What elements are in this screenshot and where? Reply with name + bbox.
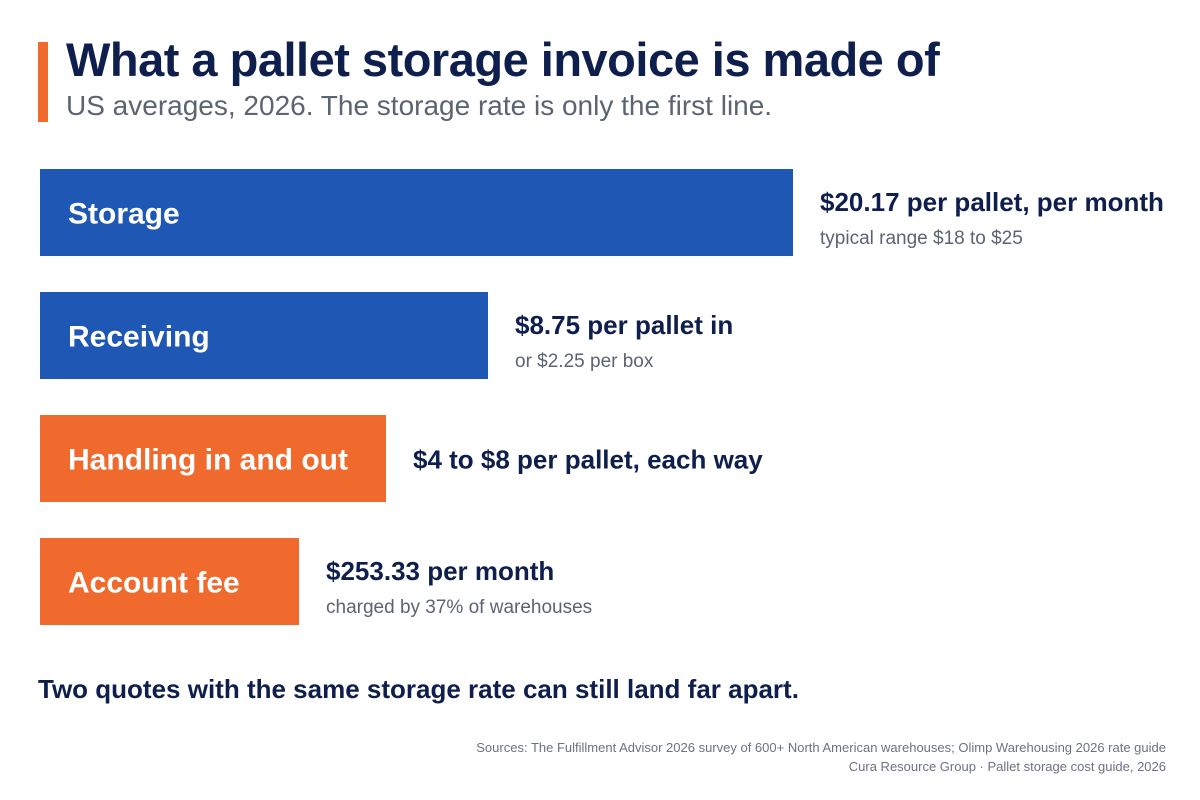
takeaway-text: Two quotes with the same storage rate ca… [38, 674, 799, 704]
bar-receiving [40, 292, 488, 379]
bar-value-label-account-fee: $253.33 per month [326, 556, 554, 586]
bar-value-label-receiving: $8.75 per pallet in [515, 310, 733, 340]
sources-line-1: Sources: The Fulfillment Advisor 2026 su… [476, 740, 1166, 755]
bar-detail-label-receiving: or $2.25 per box [515, 351, 654, 372]
bar-value-label-storage: $20.17 per pallet, per month [820, 187, 1164, 217]
bar-value-label-handling-in-and-out: $4 to $8 per pallet, each way [413, 445, 763, 475]
sources-note: Sources: The Fulfillment Advisor 2026 su… [476, 738, 1166, 776]
page-subtitle: US averages, 2026. The storage rate is o… [66, 90, 773, 121]
bar-category-label-storage: Storage [68, 198, 180, 231]
bar-category-label-receiving: Receiving [68, 321, 210, 354]
title-accent-bar [38, 42, 48, 122]
bar-storage [40, 169, 793, 256]
bar-category-label-account-fee: Account fee [68, 567, 240, 600]
bar-detail-label-storage: typical range $18 to $25 [820, 228, 1023, 249]
page-title: What a pallet storage invoice is made of [66, 33, 940, 86]
bar-handling-in-and-out [40, 415, 386, 502]
bar-detail-label-account-fee: charged by 37% of warehouses [326, 597, 592, 618]
bar-category-label-handling-in-and-out: Handling in and out [68, 444, 348, 477]
bar-account-fee [40, 538, 299, 625]
sources-line-2: Cura Resource Group · Pallet storage cos… [848, 759, 1166, 774]
invoice-components-bar-chart: Storage $20.17 per pallet, per month typic… [40, 169, 1164, 625]
